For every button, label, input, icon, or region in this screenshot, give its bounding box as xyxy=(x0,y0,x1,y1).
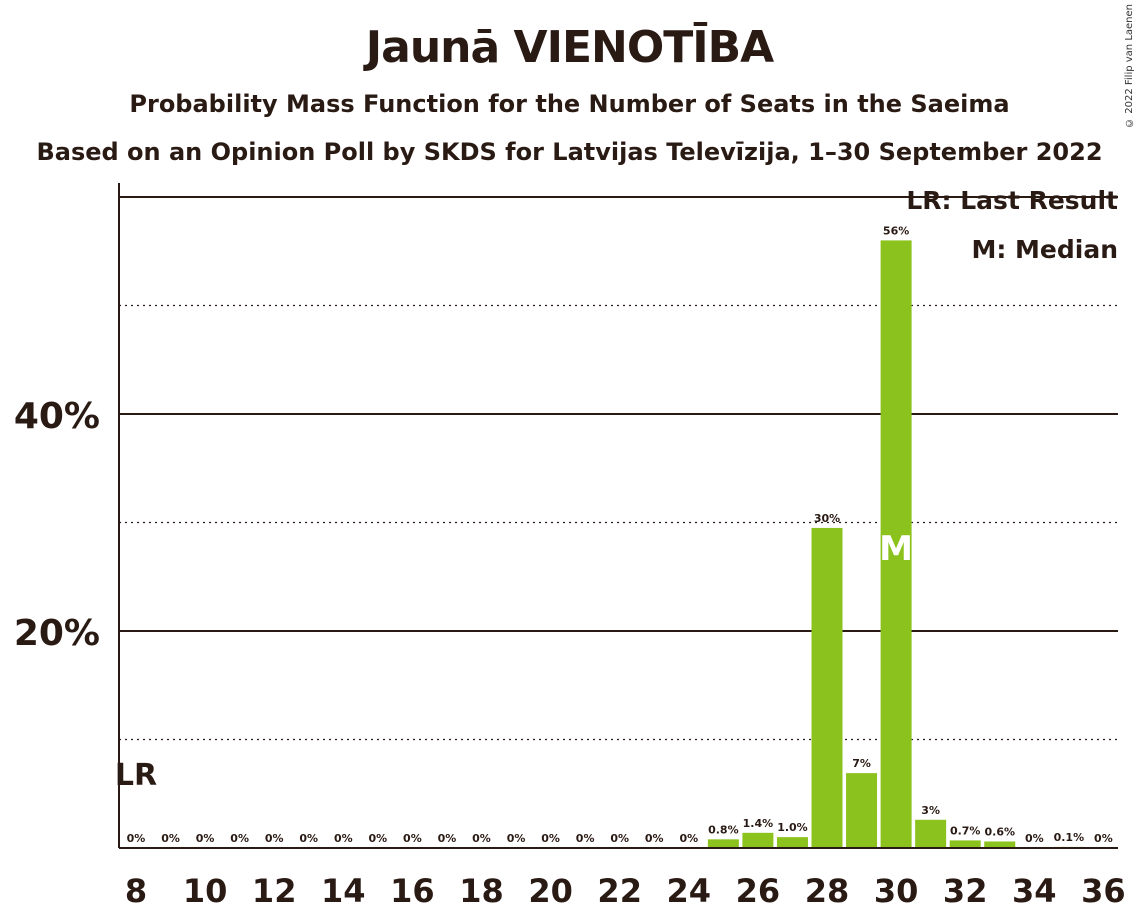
data-label: 0.7% xyxy=(950,824,981,837)
last-result-marker: LR xyxy=(115,758,157,793)
data-label: 0% xyxy=(403,832,422,845)
y-tick-label: 20% xyxy=(14,613,100,654)
bar-seat-25 xyxy=(707,839,739,848)
data-label: 0% xyxy=(334,832,353,845)
x-tick-label: 30 xyxy=(874,872,919,910)
data-label: 0% xyxy=(127,832,146,845)
data-label: 0% xyxy=(1094,832,1113,845)
data-label: 0% xyxy=(541,832,560,845)
data-label: 0.6% xyxy=(984,825,1015,838)
median-marker: M xyxy=(879,529,913,569)
data-label: 0% xyxy=(1025,832,1044,845)
data-label: 0.8% xyxy=(708,823,739,836)
x-tick-label: 24 xyxy=(667,872,712,910)
bar-seat-28 xyxy=(811,527,843,848)
x-tick-label: 36 xyxy=(1081,872,1126,910)
x-tick-label: 18 xyxy=(459,872,504,910)
legend-last-result: LR: Last Result xyxy=(906,186,1118,215)
x-tick-label: 16 xyxy=(390,872,435,910)
x-tick-label: 34 xyxy=(1012,872,1057,910)
data-label: 56% xyxy=(883,224,909,237)
bar-seat-26 xyxy=(742,832,774,848)
bar-seat-30 xyxy=(880,240,912,848)
data-label: 0% xyxy=(161,832,180,845)
x-tick-label: 22 xyxy=(597,872,642,910)
data-label: 30% xyxy=(814,512,840,525)
data-label: 1.4% xyxy=(743,817,774,830)
x-tick-label: 10 xyxy=(183,872,228,910)
data-label: 3% xyxy=(921,804,940,817)
chart-subtitle: Probability Mass Function for the Number… xyxy=(129,90,1010,118)
y-tick-label: 40% xyxy=(14,396,100,437)
bar-seat-27 xyxy=(776,837,808,848)
x-tick-label: 32 xyxy=(943,872,988,910)
x-tick-label: 14 xyxy=(321,872,366,910)
data-label: 0.1% xyxy=(1054,831,1085,844)
data-label: 0% xyxy=(507,832,526,845)
x-tick-label: 26 xyxy=(736,872,781,910)
data-label: 0% xyxy=(472,832,491,845)
data-label: 0% xyxy=(679,832,698,845)
data-label: 0% xyxy=(610,832,629,845)
data-label: 0% xyxy=(299,832,318,845)
data-label: 0% xyxy=(438,832,457,845)
bar-seat-32 xyxy=(949,840,981,848)
chart-title: Jaunā VIENOTĪBA xyxy=(365,22,774,73)
legend-median: M: Median xyxy=(971,235,1118,264)
data-label: 7% xyxy=(852,757,871,770)
data-label: 0% xyxy=(576,832,595,845)
data-label: 0% xyxy=(196,832,215,845)
data-label: 0% xyxy=(645,832,664,845)
data-label: 0% xyxy=(369,832,388,845)
data-label: 0% xyxy=(230,832,249,845)
x-tick-label: 20 xyxy=(528,872,573,910)
chart-source: Based on an Opinion Poll by SKDS for Lat… xyxy=(36,138,1103,166)
x-tick-label: 28 xyxy=(805,872,850,910)
x-tick-label: 8 xyxy=(125,872,147,910)
x-tick-label: 12 xyxy=(252,872,297,910)
data-label: 0% xyxy=(265,832,284,845)
data-label: 1.0% xyxy=(777,821,808,834)
bar-seat-29 xyxy=(846,773,878,848)
bar-seat-33 xyxy=(984,841,1016,848)
bar-seat-31 xyxy=(915,819,947,848)
